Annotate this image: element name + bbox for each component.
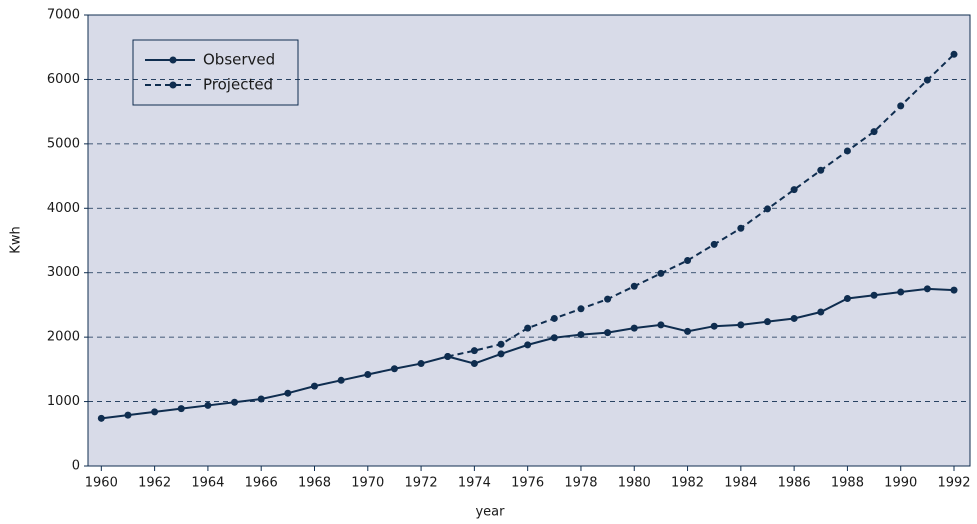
data-point bbox=[470, 347, 478, 355]
x-tick-label: 1988 bbox=[831, 476, 864, 491]
legend-box bbox=[132, 39, 299, 106]
data-point bbox=[231, 398, 239, 406]
data-point bbox=[710, 322, 718, 330]
x-tick-label: 1976 bbox=[511, 476, 544, 491]
x-tick-label: 1960 bbox=[85, 476, 118, 491]
data-point bbox=[763, 318, 771, 326]
data-point bbox=[897, 102, 905, 110]
data-point bbox=[630, 324, 638, 332]
y-tick-label: 2000 bbox=[47, 330, 80, 345]
data-point bbox=[177, 405, 185, 413]
data-point bbox=[870, 128, 878, 136]
data-point bbox=[124, 411, 132, 419]
data-point bbox=[684, 256, 692, 264]
x-tick-label: 1980 bbox=[618, 476, 651, 491]
series-line bbox=[447, 53, 955, 358]
legend-marker bbox=[169, 81, 177, 89]
data-point bbox=[817, 308, 825, 316]
x-tick-label: 1984 bbox=[724, 476, 757, 491]
data-point bbox=[257, 395, 265, 403]
data-point bbox=[630, 282, 638, 290]
x-tick-label: 1974 bbox=[458, 476, 491, 491]
data-point bbox=[684, 327, 692, 335]
data-point bbox=[550, 334, 558, 342]
x-tick-label: 1968 bbox=[298, 476, 331, 491]
data-point bbox=[204, 401, 212, 409]
x-tick-label: 1992 bbox=[937, 476, 970, 491]
data-point bbox=[790, 186, 798, 194]
data-point bbox=[497, 340, 505, 348]
data-point bbox=[337, 376, 345, 384]
data-point bbox=[417, 360, 425, 368]
y-tick-label: 4000 bbox=[47, 201, 80, 216]
data-point bbox=[364, 371, 372, 379]
x-tick-label: 1990 bbox=[884, 476, 917, 491]
plot-background bbox=[87, 14, 971, 467]
data-point bbox=[497, 350, 505, 358]
data-point bbox=[604, 329, 612, 337]
x-tick-label: 1964 bbox=[191, 476, 224, 491]
data-point bbox=[577, 331, 585, 339]
x-tick-label: 1962 bbox=[138, 476, 171, 491]
y-tick-label: 1000 bbox=[47, 394, 80, 409]
x-tick-label: 1978 bbox=[564, 476, 597, 491]
data-point bbox=[710, 240, 718, 248]
y-tick-label: 7000 bbox=[47, 8, 80, 23]
data-point bbox=[950, 286, 958, 294]
data-point bbox=[763, 205, 771, 213]
data-point bbox=[524, 324, 532, 332]
data-point bbox=[550, 314, 558, 322]
data-point bbox=[470, 360, 478, 368]
data-point bbox=[870, 291, 878, 299]
y-axis-label: Kwh bbox=[9, 226, 24, 253]
data-point bbox=[843, 294, 851, 302]
data-point bbox=[284, 389, 292, 397]
data-point bbox=[790, 314, 798, 322]
data-point bbox=[657, 321, 665, 329]
x-tick-label: 1966 bbox=[245, 476, 278, 491]
data-point bbox=[524, 341, 532, 349]
y-tick-label: 5000 bbox=[47, 136, 80, 151]
legend-marker bbox=[169, 56, 177, 64]
x-axis-label: year bbox=[475, 505, 505, 520]
y-tick-label: 6000 bbox=[47, 72, 80, 87]
legend-label: Projected bbox=[203, 76, 273, 94]
y-tick-label: 0 bbox=[72, 459, 80, 474]
data-point bbox=[843, 147, 851, 155]
data-point bbox=[923, 285, 931, 293]
data-point bbox=[950, 50, 958, 58]
data-point bbox=[151, 408, 159, 416]
data-point bbox=[604, 295, 612, 303]
x-tick-label: 1970 bbox=[351, 476, 384, 491]
data-point bbox=[444, 352, 452, 360]
data-point bbox=[97, 414, 105, 422]
data-point bbox=[657, 269, 665, 277]
data-point bbox=[310, 382, 318, 390]
y-tick-label: 3000 bbox=[47, 265, 80, 280]
x-tick-label: 1972 bbox=[405, 476, 438, 491]
data-point bbox=[897, 288, 905, 296]
data-point bbox=[737, 321, 745, 329]
data-point bbox=[577, 305, 585, 313]
data-point bbox=[390, 365, 398, 373]
x-tick-label: 1982 bbox=[671, 476, 704, 491]
data-point bbox=[737, 224, 745, 232]
x-tick-label: 1986 bbox=[778, 476, 811, 491]
data-point bbox=[923, 76, 931, 84]
data-point bbox=[817, 166, 825, 174]
legend-label: Observed bbox=[203, 51, 275, 69]
